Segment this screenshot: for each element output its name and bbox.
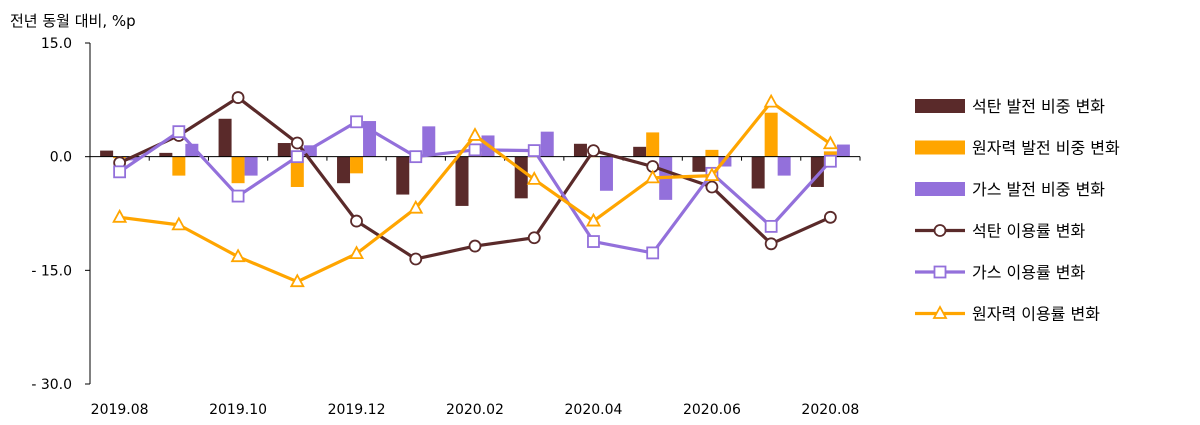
point-0-8 — [587, 144, 600, 158]
point-1-8 — [587, 235, 600, 248]
legend-label-3: 석탄 이용률 변화 — [972, 222, 1085, 241]
legend-marker-5 — [932, 305, 948, 319]
bar-2-5 — [422, 126, 436, 157]
point-0-7 — [527, 231, 541, 245]
point-2-10 — [704, 167, 720, 182]
point-2-7 — [526, 171, 542, 185]
bar-0-10 — [692, 156, 706, 172]
x-tick-label-12: 2020.08 — [801, 402, 859, 418]
bar-1-3 — [290, 156, 304, 187]
bar-1-1 — [172, 156, 186, 176]
point-0-3 — [290, 136, 304, 150]
axes-layer: 15.0 0.0 - 15.0 - 30.0 2019.08 2019.10 2019.12… — [31, 36, 861, 418]
legend-swatch-1 — [915, 140, 965, 155]
legend-swatch-2 — [915, 182, 965, 196]
point-1-3 — [290, 150, 304, 164]
point-1-4 — [350, 115, 363, 129]
y-axis-unit-label: 전년 동월 대비, %p — [10, 12, 136, 30]
bar-0-1 — [159, 152, 173, 157]
y-tick-label-0: 15.0 — [41, 36, 72, 52]
bar-1-9 — [646, 132, 660, 157]
point-0-10 — [705, 180, 719, 194]
point-2-9 — [645, 169, 661, 184]
point-1-7 — [527, 144, 541, 158]
point-2-11 — [763, 93, 779, 108]
point-0-12 — [823, 210, 837, 224]
point-2-6 — [467, 127, 483, 141]
legend-swatch-0 — [915, 99, 965, 113]
point-2-0 — [112, 208, 128, 223]
bars-layer — [100, 112, 850, 206]
point-1-0 — [113, 165, 127, 179]
point-0-2 — [231, 91, 245, 104]
y-tick-label-1: 0.0 — [50, 150, 72, 166]
bar-0-2 — [218, 118, 232, 157]
x-tick-label-6: 2020.02 — [446, 402, 504, 418]
point-1-12 — [823, 154, 837, 168]
bar-1-10 — [705, 149, 719, 157]
bar-0-5 — [396, 156, 410, 195]
bar-2-7 — [540, 131, 554, 157]
point-2-2 — [230, 248, 246, 263]
bar-2-11 — [777, 156, 791, 176]
point-1-5 — [409, 150, 423, 164]
legend-label-5: 원자력 이용률 변화 — [972, 305, 1100, 324]
bar-0-0 — [100, 150, 114, 157]
bar-1-12 — [823, 151, 837, 157]
point-2-12 — [822, 135, 838, 150]
point-2-8 — [585, 212, 601, 227]
point-0-4 — [350, 214, 363, 228]
legend-label-0: 석탄 발전 비중 변화 — [972, 97, 1105, 116]
x-tick-label-10: 2020.06 — [683, 402, 741, 418]
bar-0-11 — [751, 156, 765, 189]
bar-2-2 — [244, 156, 258, 176]
bar-2-0 — [126, 156, 140, 161]
bar-2-3 — [303, 145, 317, 157]
legend-marker-3 — [933, 224, 947, 237]
bar-1-4 — [350, 156, 364, 174]
bar-2-12 — [836, 144, 850, 157]
point-0-5 — [409, 252, 423, 266]
bar-0-7 — [514, 156, 528, 199]
point-2-1 — [171, 216, 187, 231]
lines-layer — [112, 91, 838, 288]
bar-2-8 — [599, 156, 613, 191]
bar-0-8 — [573, 143, 587, 157]
point-1-1 — [172, 125, 186, 139]
point-2-5 — [408, 199, 424, 214]
point-1-9 — [646, 246, 660, 260]
bar-1-2 — [231, 156, 245, 184]
bar-0-9 — [633, 146, 647, 157]
point-0-11 — [764, 237, 778, 251]
x-tick-label-0: 2019.08 — [91, 402, 149, 418]
bar-1-11 — [764, 112, 778, 157]
legend-label-2: 가스 발전 비중 변화 — [972, 180, 1105, 199]
point-1-6 — [468, 143, 482, 157]
x-tick-label-4: 2019.12 — [328, 402, 386, 418]
point-2-3 — [289, 273, 305, 288]
bar-0-3 — [277, 143, 291, 157]
x-tick-label-2: 2019.10 — [209, 402, 267, 418]
legend-label-4: 가스 이용률 변화 — [972, 263, 1085, 282]
x-tick-label-8: 2020.04 — [565, 402, 623, 418]
point-0-6 — [468, 239, 482, 253]
legend-marker-4 — [933, 265, 947, 279]
y-tick-label-2: - 15.0 — [31, 263, 72, 279]
point-1-11 — [764, 219, 778, 233]
y-tick-label-3: - 30.0 — [31, 377, 72, 393]
point-1-2 — [231, 189, 245, 203]
point-2-4 — [349, 245, 365, 260]
bar-0-4 — [337, 156, 351, 184]
bar-0-6 — [455, 156, 469, 206]
legend-label-1: 원자력 발전 비중 변화 — [972, 139, 1120, 158]
